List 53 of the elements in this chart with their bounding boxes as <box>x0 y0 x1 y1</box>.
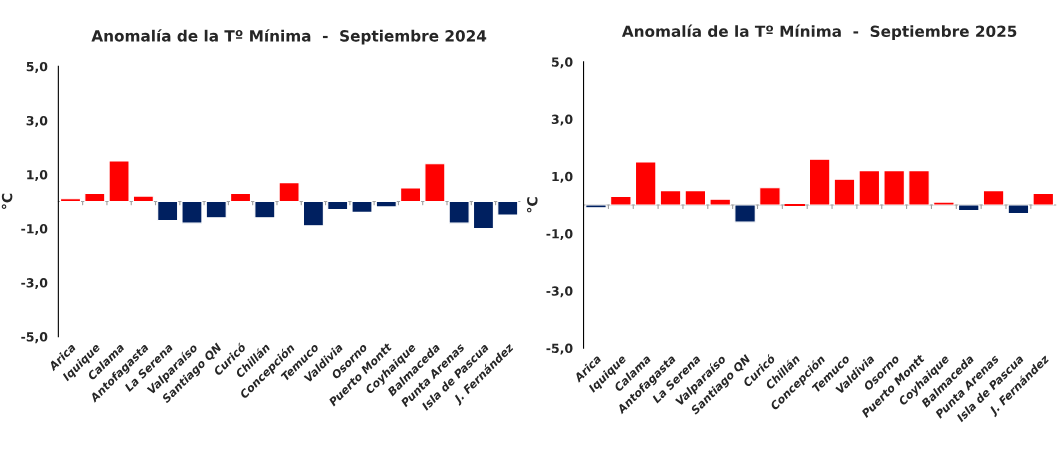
y-axis-title: °C <box>526 197 538 213</box>
bar <box>585 204 607 209</box>
bar <box>448 200 470 224</box>
y-tick-label: -5,0 <box>546 343 573 355</box>
y-tick-label: -3,0 <box>21 278 48 290</box>
bar <box>424 163 446 203</box>
bar <box>157 200 179 221</box>
y-tick-label: 1,0 <box>27 169 48 182</box>
bar <box>734 204 756 223</box>
bar <box>230 192 252 203</box>
bar <box>254 200 276 219</box>
bar <box>472 200 494 230</box>
y-tick-label: -1,0 <box>21 224 48 236</box>
bar <box>59 198 82 203</box>
bar <box>957 204 980 212</box>
y-tick-label: 5,0 <box>551 57 573 69</box>
y-tick-label: 3,0 <box>551 114 573 126</box>
bar <box>327 200 349 211</box>
bar <box>497 200 519 216</box>
bar <box>883 170 905 206</box>
bar <box>181 200 203 224</box>
bar <box>634 161 657 206</box>
bar <box>858 170 881 206</box>
bar <box>302 200 324 227</box>
bar <box>278 182 300 203</box>
y-tick-label: 1,0 <box>552 171 573 183</box>
bar <box>982 190 1005 206</box>
chart-title: Anomalía de la Tº Mínima - Septiembre 2024 <box>91 29 487 45</box>
y-tick-label: -3,0 <box>546 286 573 298</box>
y-tick-label: -5,0 <box>21 332 48 344</box>
bar <box>400 187 422 203</box>
y-axis-title: °C <box>1 193 13 209</box>
bar <box>351 200 373 213</box>
bar <box>610 195 632 206</box>
bar <box>84 192 106 203</box>
bar <box>908 170 930 206</box>
bar <box>684 190 707 206</box>
bar <box>375 200 397 208</box>
bar <box>933 201 955 206</box>
bar <box>1032 192 1055 206</box>
bar <box>759 187 781 206</box>
bar <box>205 200 227 219</box>
y-tick-label: 3,0 <box>26 115 48 127</box>
bar <box>132 195 154 203</box>
bar <box>108 160 130 203</box>
bar <box>1007 204 1030 215</box>
bar <box>808 158 831 206</box>
bar <box>659 190 682 206</box>
y-tick-label: 5,0 <box>26 61 48 73</box>
y-tick-label: -1,0 <box>546 229 573 241</box>
bar <box>833 178 856 206</box>
bar <box>709 198 731 206</box>
chart-title: Anomalía de la Tº Mínima - Septiembre 2025 <box>621 24 1017 41</box>
